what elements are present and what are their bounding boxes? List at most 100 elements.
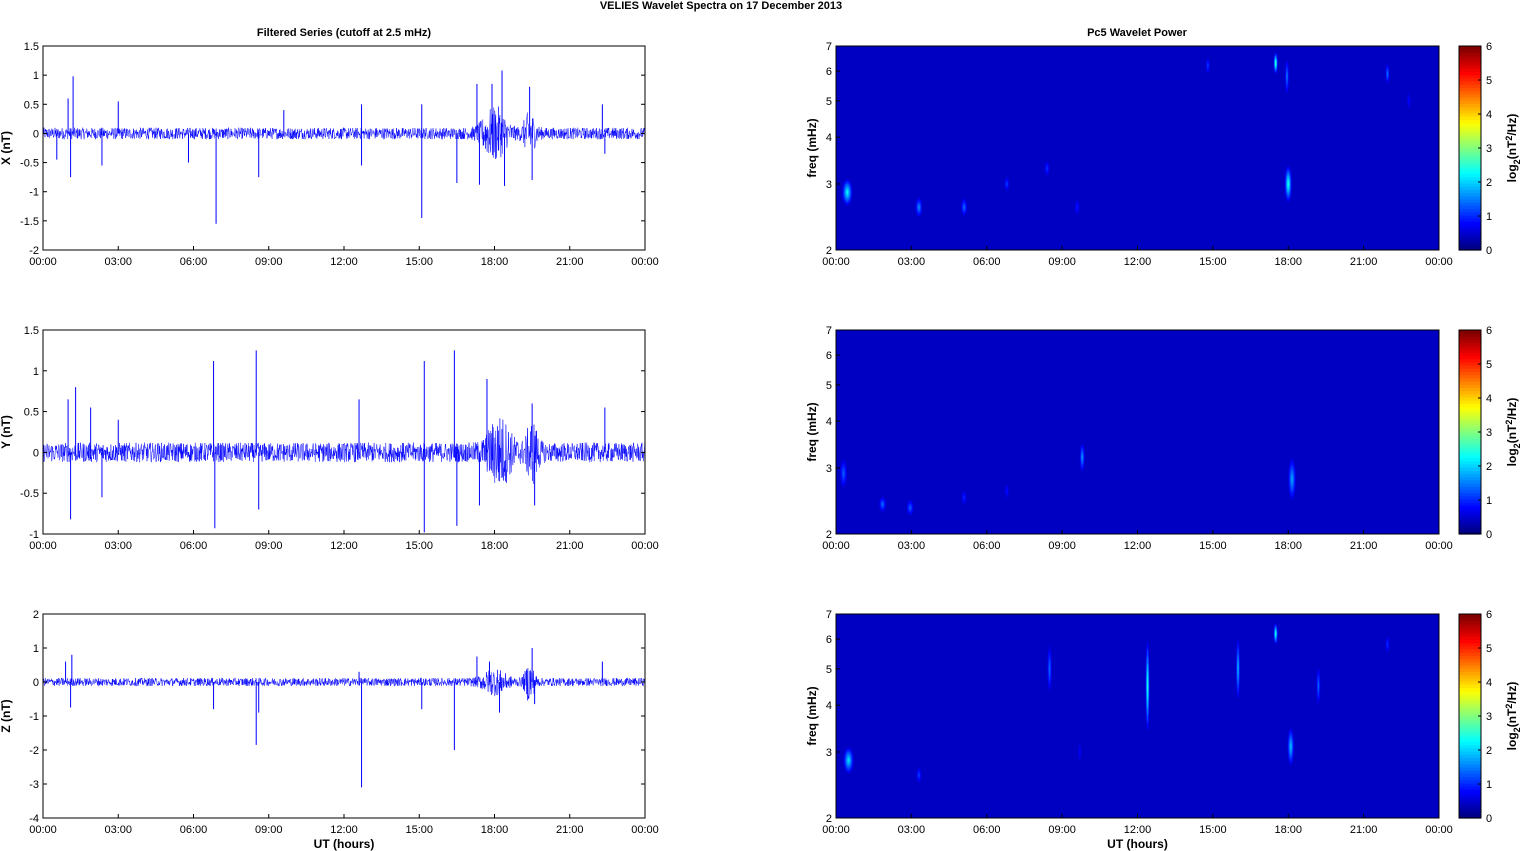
colorbar-swatch bbox=[1459, 403, 1481, 408]
colorbar-swatch bbox=[1459, 728, 1481, 733]
colorbar-swatch bbox=[1459, 623, 1481, 628]
colorbar-label: log2(nT2/Hz) bbox=[1504, 682, 1522, 751]
x-tick-label: 15:00 bbox=[405, 256, 433, 268]
colorbar-swatch bbox=[1459, 642, 1481, 647]
colorbar-swatch bbox=[1459, 776, 1481, 781]
colorbar-swatch bbox=[1459, 167, 1481, 171]
colorbar-swatch bbox=[1459, 387, 1481, 392]
x-tick-label: 18:00 bbox=[1274, 824, 1302, 836]
colorbar-swatch bbox=[1459, 687, 1481, 692]
colorbar-swatch bbox=[1459, 384, 1481, 388]
y-axis-label: X (nT) bbox=[0, 131, 13, 165]
colorbar-swatch bbox=[1459, 46, 1481, 50]
colorbar-swatch bbox=[1459, 795, 1481, 800]
colorbar-swatch bbox=[1459, 661, 1481, 666]
x-axis-label: UT (hours) bbox=[1107, 837, 1168, 851]
x-tick-label: 06:00 bbox=[180, 540, 208, 552]
colorbar-swatch bbox=[1459, 128, 1481, 133]
colorbar-label-part: (nT bbox=[1505, 708, 1519, 727]
x-tick-label: 15:00 bbox=[1199, 824, 1227, 836]
colorbar-swatch bbox=[1459, 345, 1481, 350]
y-tick-label: -1 bbox=[29, 187, 39, 199]
colorbar-swatch bbox=[1459, 374, 1481, 379]
x-tick-label: 03:00 bbox=[104, 256, 132, 268]
colorbar-swatch bbox=[1459, 355, 1481, 360]
colorbar-swatch bbox=[1459, 514, 1481, 519]
heatmap-blob bbox=[1387, 643, 1388, 647]
colorbar-swatch bbox=[1459, 814, 1481, 819]
series-trace bbox=[42, 105, 646, 159]
colorbar-swatch bbox=[1459, 639, 1481, 644]
colorbar-swatch bbox=[1459, 703, 1481, 708]
colorbar-tick-label: 2 bbox=[1486, 745, 1492, 757]
colorbar-label-part: 2 bbox=[1512, 159, 1522, 164]
y-tick-label: 5 bbox=[826, 96, 832, 108]
colorbar-swatch bbox=[1459, 330, 1481, 334]
x-tick-label: 09:00 bbox=[1048, 824, 1076, 836]
heatmap-blob bbox=[963, 205, 965, 209]
figure-title: VELIES Wavelet Spectra on 17 December 20… bbox=[600, 0, 842, 12]
y-axis-label: Z (nT) bbox=[0, 699, 13, 732]
colorbar-swatch bbox=[1459, 368, 1481, 373]
colorbar-tick-label: 4 bbox=[1486, 109, 1492, 121]
colorbar-swatch bbox=[1459, 224, 1481, 229]
colorbar-swatch bbox=[1459, 652, 1481, 657]
y-tick-label: -2 bbox=[29, 745, 39, 757]
colorbar-swatch bbox=[1459, 202, 1481, 206]
colorbar-swatch bbox=[1459, 789, 1481, 794]
colorbar-swatch bbox=[1459, 792, 1481, 797]
colorbar-swatch bbox=[1459, 74, 1481, 79]
y-tick-label: 1.5 bbox=[24, 325, 39, 337]
colorbar-swatch bbox=[1459, 674, 1481, 679]
heatmap-blob bbox=[1290, 743, 1292, 750]
colorbar-swatch bbox=[1459, 349, 1481, 353]
colorbar-swatch bbox=[1459, 470, 1481, 475]
colorbar-swatch bbox=[1459, 122, 1481, 127]
x-tick-label: 06:00 bbox=[973, 540, 1001, 552]
colorbar-swatch bbox=[1459, 722, 1481, 727]
colorbar-swatch bbox=[1459, 668, 1481, 672]
x-tick-label: 03:00 bbox=[898, 256, 926, 268]
colorbar-tick-label: 5 bbox=[1486, 75, 1492, 87]
colorbar-swatch bbox=[1459, 751, 1481, 755]
x-tick-label: 00:00 bbox=[1425, 824, 1453, 836]
colorbar-swatch bbox=[1459, 782, 1481, 787]
colorbar-swatch bbox=[1459, 339, 1481, 344]
colorbar-swatch bbox=[1459, 100, 1481, 104]
colorbar-tick-label: 5 bbox=[1486, 359, 1492, 371]
colorbar-swatch bbox=[1459, 489, 1481, 494]
colorbar-tick-label: 0 bbox=[1486, 529, 1492, 541]
colorbar-swatch bbox=[1459, 508, 1481, 513]
heatmap-blobs bbox=[843, 623, 1390, 784]
colorbar-swatch bbox=[1459, 747, 1481, 752]
colorbar-swatch bbox=[1459, 112, 1481, 117]
series-panel-2: 1.5 1 0.5 0 -0.5 -1 Y (nT) bbox=[0, 325, 646, 541]
x-tick-label: 15:00 bbox=[1199, 256, 1227, 268]
y-tick-label: 0 bbox=[33, 447, 39, 459]
colorbar-swatch bbox=[1459, 409, 1481, 414]
colorbar-swatch bbox=[1459, 199, 1481, 203]
colorbar-swatch bbox=[1459, 211, 1481, 216]
heatmap-blob bbox=[1287, 181, 1289, 187]
heatmap-blob bbox=[909, 506, 911, 510]
x-tick-label: 21:00 bbox=[556, 256, 584, 268]
colorbar-tick-label: 4 bbox=[1486, 677, 1492, 689]
colorbar-tick-label: 5 bbox=[1486, 643, 1492, 655]
y-tick-label: 2 bbox=[33, 609, 39, 621]
colorbar-tick-label: 4 bbox=[1486, 393, 1492, 405]
x-tick-label: 00:00 bbox=[1425, 540, 1453, 552]
colorbar-swatch bbox=[1459, 645, 1481, 650]
x-tick-label: 00:00 bbox=[1425, 256, 1453, 268]
colorbar-swatch bbox=[1459, 709, 1481, 714]
colorbar-label-part: log bbox=[1505, 448, 1519, 466]
heatmap-blob bbox=[1275, 632, 1277, 636]
x-tick-label: 00:00 bbox=[29, 824, 57, 836]
x-tick-label: 00:00 bbox=[631, 540, 659, 552]
y-tick-label: 1 bbox=[33, 70, 39, 82]
colorbar-swatch bbox=[1459, 176, 1481, 181]
x-tick-label: 00:00 bbox=[822, 540, 850, 552]
colorbar-swatch bbox=[1459, 671, 1481, 676]
axes-frame bbox=[42, 45, 646, 251]
